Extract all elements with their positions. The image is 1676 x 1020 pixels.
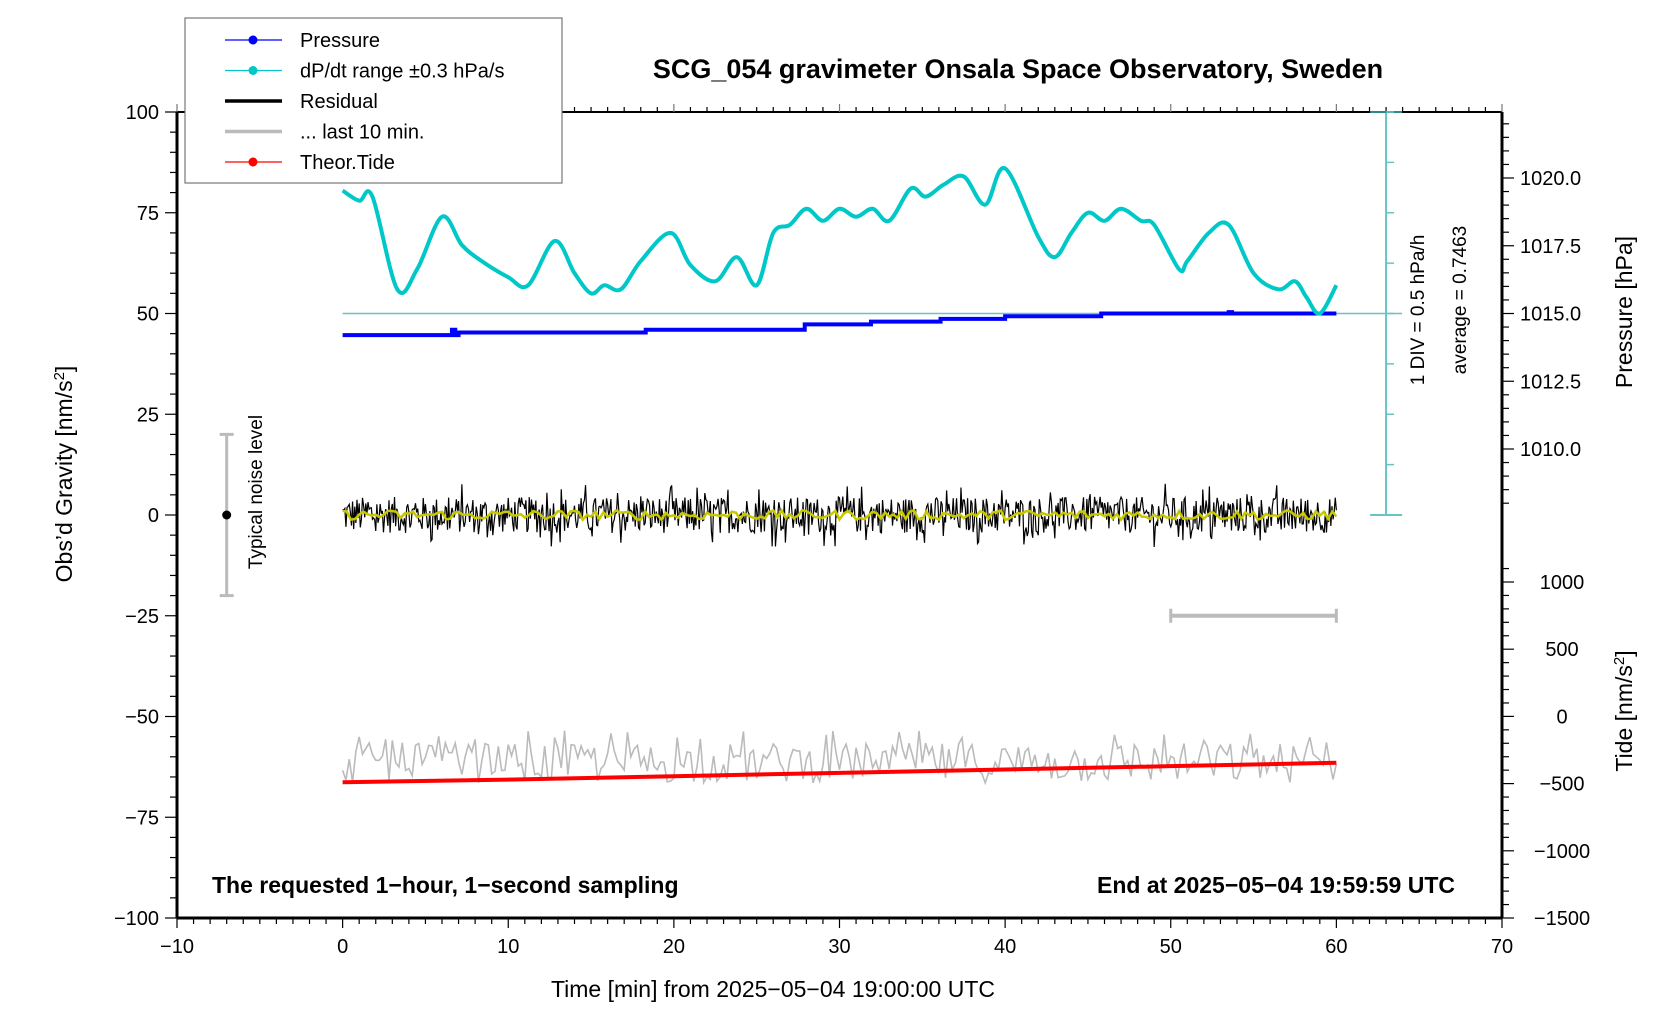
y-axis-pressure-title: Pressure [hPa]: [1611, 236, 1637, 388]
y-left-tick-label: 75: [137, 203, 159, 225]
dpdt-average-label: average = 0.7463: [1450, 226, 1471, 374]
y-axis-pressure: 1020.0 1017.5 1015.0 1012.5 1010.0: [1502, 123, 1581, 504]
tide-tick-label: 0: [1556, 706, 1567, 728]
tide-tick-label: −500: [1539, 774, 1584, 796]
pressure-tick-label: 1020.0: [1520, 168, 1581, 190]
tide-tick-label: −1500: [1534, 908, 1590, 930]
tide-tick-label: −1000: [1534, 841, 1590, 863]
y-axis-tide-title-sup: 2: [1611, 657, 1628, 665]
y-axis-tide-title: Tide [nm/s2]: [1611, 650, 1638, 771]
sampling-note: The requested 1−hour, 1−second sampling: [212, 872, 679, 898]
y-axis-left-title-sup: 2: [51, 372, 68, 380]
legend: Pressure dP/dt range ±0.3 hPa/s Residual..…: [184, 17, 563, 184]
residual-smoothed-line: [342, 507, 1338, 523]
noise-indicator: [219, 432, 234, 598]
x-tick-label: 50: [1160, 936, 1182, 958]
legend-item: dP/dt range ±0.3 hPa/s: [225, 61, 504, 83]
end-time-note: End at 2025−05−04 19:59:59 UTC: [1097, 872, 1455, 898]
y-left-tick-label: 25: [137, 404, 159, 426]
x-tick-label: 0: [337, 936, 348, 958]
legend-label: ... last 10 min.: [300, 122, 425, 144]
y-left-tick-label: −100: [114, 908, 159, 930]
legend-label: dP/dt range ±0.3 hPa/s: [300, 61, 504, 83]
series-layer: [341, 166, 1339, 786]
pressure-tick-label: 1012.5: [1520, 371, 1581, 393]
tide-tick-label: 1000: [1540, 572, 1585, 594]
legend-swatch-dot: [248, 35, 258, 45]
y-left-tick-label: −25: [125, 606, 159, 628]
legend-swatch-dot: [248, 66, 258, 75]
x-tick-label: 10: [497, 936, 519, 958]
noise-center-dot: [222, 510, 232, 520]
legend-label: Residual: [300, 91, 378, 113]
x-tick-label: −10: [160, 936, 194, 958]
y-left-tick-label: 100: [126, 102, 159, 124]
y-axis-left-title: Obs’d Gravity [nm/s2]: [51, 366, 78, 583]
y-left-tick-label: 0: [148, 505, 159, 527]
legend-item: Residual: [225, 91, 378, 113]
residual-series-line: [342, 483, 1337, 547]
y-axis-tide: 1000 500 0 −500 −1000 −1500: [1502, 567, 1590, 930]
x-tick-label: 60: [1325, 936, 1347, 958]
tide-series-line: [342, 760, 1337, 785]
y-axis-left: 100 75 50 25 0 −25 −50 −75 −100: [114, 102, 177, 930]
dpdt-scale-label: 1 DIV = 0.5 hPa/h: [1408, 235, 1429, 386]
x-tick-label: 20: [663, 936, 685, 958]
last-10-min-series-line: [341, 730, 1338, 786]
pressure-series-line: [342, 310, 1337, 338]
legend-item: ... last 10 min.: [225, 122, 425, 144]
pressure-tick-label: 1017.5: [1520, 236, 1581, 258]
y-left-tick-label: 50: [137, 304, 159, 326]
x-tick-label: 70: [1491, 936, 1513, 958]
legend-label: Theor.Tide: [300, 152, 395, 174]
y-axis-tide-title-end: ]: [1611, 650, 1637, 656]
pressure-tick-label: 1010.0: [1520, 439, 1581, 461]
noise-label: Typical noise level: [246, 415, 267, 569]
y-axis-left-title-end: ]: [51, 366, 77, 372]
dpdt-series-line: [341, 166, 1339, 316]
y-left-tick-label: −75: [125, 807, 159, 829]
y-axis-tide-title-main: Tide [nm/s: [1611, 665, 1637, 772]
tide-tick-label: 500: [1545, 639, 1578, 661]
x-axis: −10 0 10 20 30 40 50 60 70: [160, 104, 1513, 958]
x-tick-label: 30: [828, 936, 850, 958]
y-left-tick-label: −50: [125, 707, 159, 729]
y-axis-left-title-main: Obs’d Gravity [nm/s: [51, 380, 77, 582]
x-axis-title: Time [min] from 2025−05−04 19:00:00 UTC: [551, 976, 995, 1002]
chart-title: SCG_054 gravimeter Onsala Space Observat…: [653, 54, 1383, 84]
legend-item: Pressure: [225, 30, 380, 52]
legend-label: Pressure: [300, 30, 380, 52]
legend-swatch-dot: [248, 157, 258, 167]
x-tick-label: 40: [994, 936, 1016, 958]
legend-item: Theor.Tide: [225, 152, 395, 174]
pressure-tick-label: 1015.0: [1520, 304, 1581, 326]
